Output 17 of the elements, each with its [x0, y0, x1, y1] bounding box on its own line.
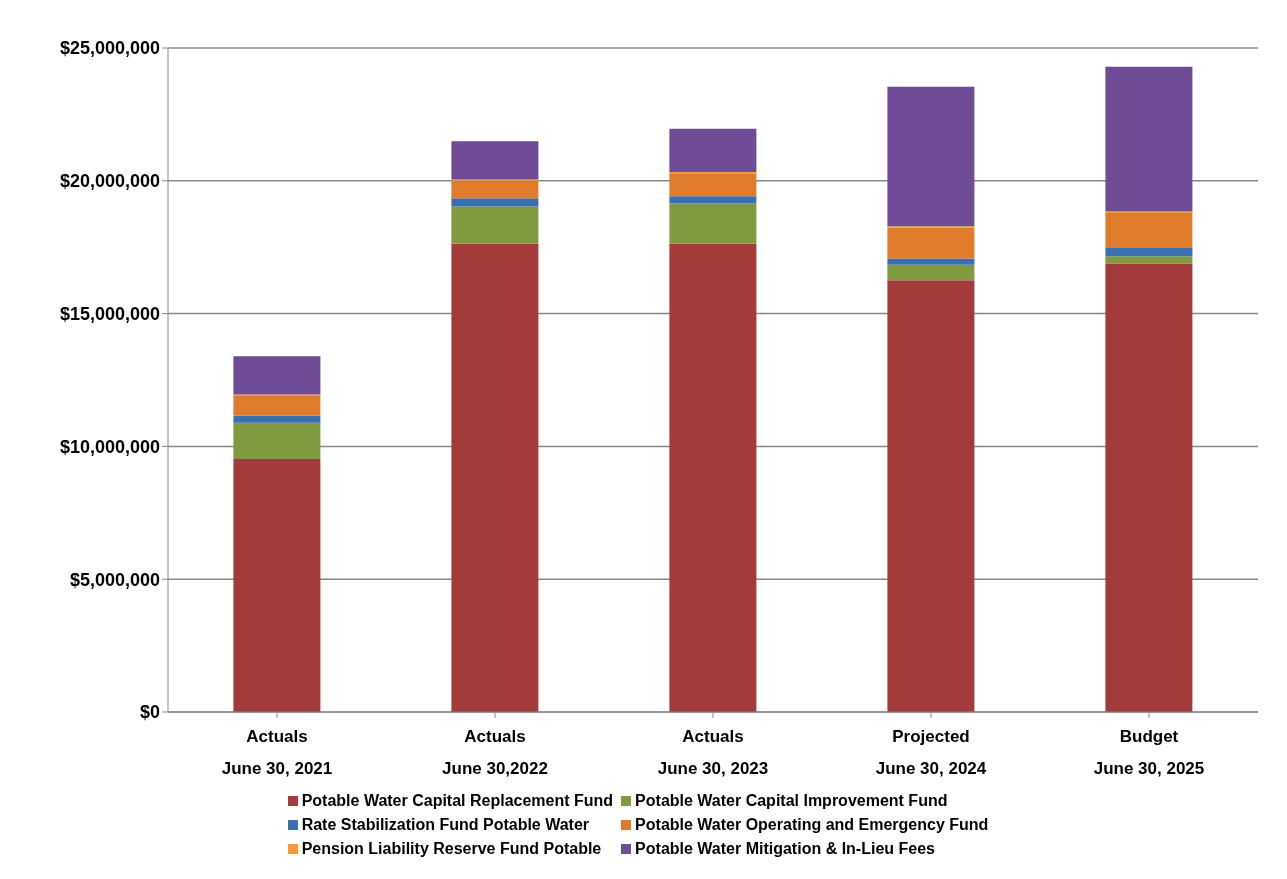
legend-label: Potable Water Operating and Emergency Fund — [635, 816, 989, 834]
y-tick-label: $15,000,000 — [59, 303, 160, 324]
legend-label: Potable Water Capital Improvement Fund — [635, 792, 948, 810]
y-tick-label: $0 — [139, 702, 160, 723]
legend-label: Rate Stabilization Fund Potable Water — [301, 816, 590, 834]
legend-label: Potable Water Capital Replacement Fund — [301, 792, 614, 810]
y-tick-label: $5,000,000 — [69, 569, 160, 590]
x-tick-label: Actuals June 30,2022 — [442, 727, 548, 778]
legend-label: Potable Water Mitigation & In-Lieu Fees — [635, 840, 935, 858]
x-tick-label: Actuals June 30, 2023 — [657, 727, 769, 778]
x-tick-label: Budget June 30, 2025 — [1093, 727, 1205, 778]
y-tick-label: $25,000,000 — [59, 38, 160, 59]
y-tick-label: $20,000,000 — [59, 171, 160, 192]
y-tick-label: $10,000,000 — [59, 436, 160, 457]
legend-label: Pension Liability Reserve Fund Potable — [301, 840, 602, 858]
x-tick-label: Projected June 30, 2024 — [875, 727, 987, 778]
x-tick-label: Actuals June 30, 2021 — [221, 727, 333, 778]
